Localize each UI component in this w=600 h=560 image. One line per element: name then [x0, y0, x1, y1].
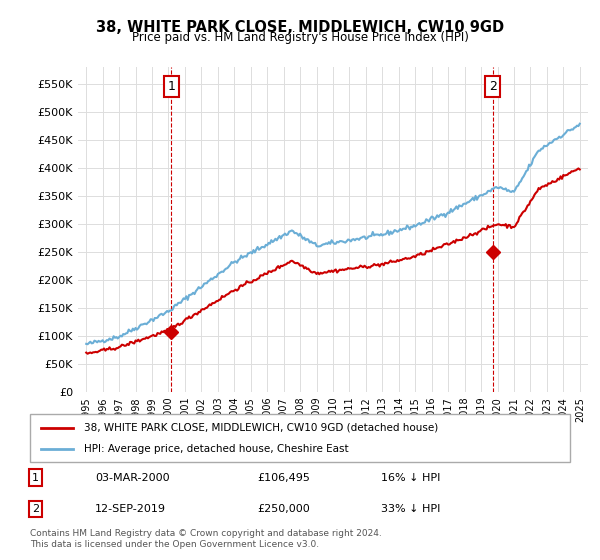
Text: 33% ↓ HPI: 33% ↓ HPI	[381, 504, 440, 514]
Text: 38, WHITE PARK CLOSE, MIDDLEWICH, CW10 9GD: 38, WHITE PARK CLOSE, MIDDLEWICH, CW10 9…	[96, 20, 504, 35]
Text: 1: 1	[167, 80, 175, 93]
Text: HPI: Average price, detached house, Cheshire East: HPI: Average price, detached house, Ches…	[84, 444, 349, 454]
Text: 2: 2	[32, 504, 39, 514]
FancyBboxPatch shape	[30, 414, 570, 462]
Text: £250,000: £250,000	[257, 504, 310, 514]
Text: 2: 2	[488, 80, 497, 93]
Text: 38, WHITE PARK CLOSE, MIDDLEWICH, CW10 9GD (detached house): 38, WHITE PARK CLOSE, MIDDLEWICH, CW10 9…	[84, 423, 438, 433]
Text: 1: 1	[32, 473, 39, 483]
Text: 12-SEP-2019: 12-SEP-2019	[95, 504, 166, 514]
Text: 03-MAR-2000: 03-MAR-2000	[95, 473, 169, 483]
Text: 16% ↓ HPI: 16% ↓ HPI	[381, 473, 440, 483]
Text: Price paid vs. HM Land Registry's House Price Index (HPI): Price paid vs. HM Land Registry's House …	[131, 31, 469, 44]
Text: £106,495: £106,495	[257, 473, 310, 483]
Text: Contains HM Land Registry data © Crown copyright and database right 2024.
This d: Contains HM Land Registry data © Crown c…	[30, 529, 382, 549]
